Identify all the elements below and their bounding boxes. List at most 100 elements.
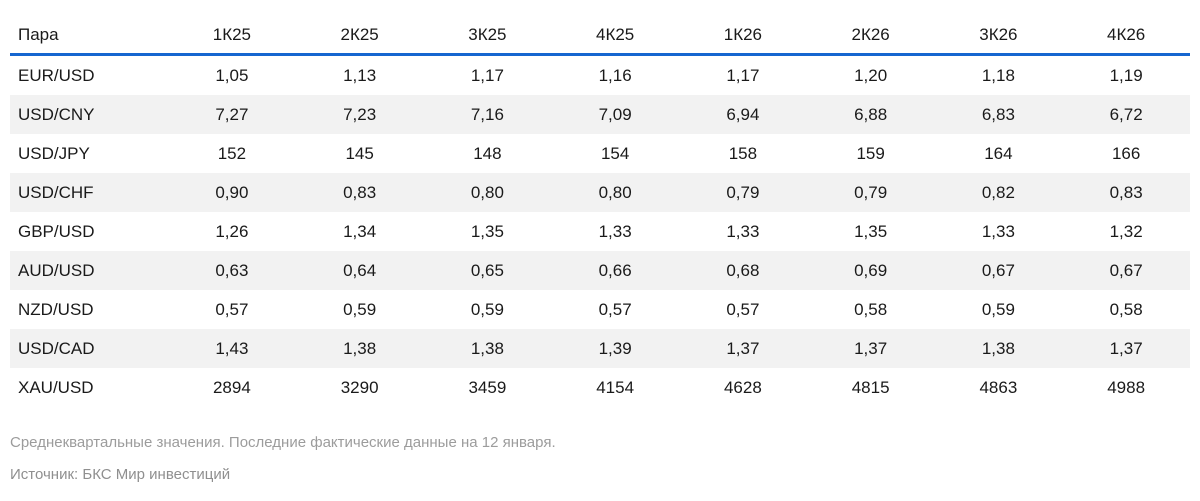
- value-cell: 0,57: [215, 299, 249, 319]
- value-cell: 1,35: [470, 221, 504, 241]
- value-cell: 0,59: [981, 299, 1015, 319]
- value-cell: 0,59: [470, 299, 504, 319]
- value-cell: 0,90: [215, 182, 249, 202]
- value-cell: 0,58: [1109, 299, 1143, 319]
- value-cell: 145: [345, 143, 374, 163]
- column-header-2q26: 2К26: [806, 17, 935, 56]
- table-row-gbpusd: GBP/USD 1,26 1,34 1,35 1,33 1,33 1,35 1,…: [10, 212, 1190, 251]
- value-cell: 1,17: [470, 65, 504, 85]
- value-cell: 7,09: [598, 104, 632, 124]
- value-cell: 1,39: [598, 338, 632, 358]
- table-row-usdcad: USD/CAD 1,43 1,38 1,38 1,39 1,37 1,37 1,…: [10, 329, 1190, 368]
- value-cell: 1,05: [215, 65, 249, 85]
- value-cell: 0,79: [854, 182, 888, 202]
- column-header-1q25: 1К25: [168, 17, 296, 56]
- value-cell: 148: [473, 143, 502, 163]
- table-row-audusd: AUD/USD 0,63 0,64 0,65 0,66 0,68 0,69 0,…: [10, 251, 1190, 290]
- value-cell: 0,83: [1109, 182, 1143, 202]
- value-cell: 4815: [851, 377, 890, 397]
- value-cell: 0,68: [726, 260, 760, 280]
- value-cell: 1,26: [215, 221, 249, 241]
- value-cell: 0,57: [598, 299, 632, 319]
- value-cell: 6,88: [854, 104, 888, 124]
- value-cell: 166: [1111, 143, 1141, 163]
- table-row-usdchf: USD/CHF 0,90 0,83 0,80 0,80 0,79 0,79 0,…: [10, 173, 1190, 212]
- table-row-eurusd: EUR/USD 1,05 1,13 1,17 1,16 1,17 1,20 1,…: [10, 55, 1190, 96]
- value-cell: 1,37: [726, 338, 760, 358]
- column-header-4q25: 4К25: [551, 17, 679, 56]
- value-cell: 1,20: [854, 65, 888, 85]
- table-row-usdcny: USD/CNY 7,27 7,23 7,16 7,09 6,94 6,88 6,…: [10, 95, 1190, 134]
- pair-cell: USD/CNY: [18, 104, 95, 124]
- value-cell: 0,65: [470, 260, 504, 280]
- table-row-xauusd: XAU/USD 2894 3290 3459 4154 4628 4815 48…: [10, 368, 1190, 407]
- value-cell: 154: [600, 143, 630, 163]
- pair-cell: USD/CHF: [18, 182, 94, 202]
- column-header-4q26: 4К26: [1062, 17, 1190, 56]
- value-cell: 1,38: [343, 338, 377, 358]
- value-cell: 7,16: [470, 104, 504, 124]
- value-cell: 0,63: [215, 260, 249, 280]
- value-cell: 3459: [468, 377, 507, 397]
- value-cell: 0,80: [598, 182, 632, 202]
- value-cell: 0,69: [854, 260, 888, 280]
- value-cell: 1,34: [343, 221, 377, 241]
- value-cell: 0,67: [1109, 260, 1143, 280]
- value-cell: 0,80: [470, 182, 504, 202]
- value-cell: 1,37: [1109, 338, 1143, 358]
- value-cell: 1,18: [981, 65, 1015, 85]
- column-header-1q26: 1К26: [679, 17, 807, 56]
- value-cell: 0,64: [343, 260, 377, 280]
- value-cell: 4628: [723, 377, 762, 397]
- value-cell: 1,37: [854, 338, 888, 358]
- value-cell: 6,94: [726, 104, 760, 124]
- value-cell: 1,33: [598, 221, 632, 241]
- value-cell: 6,83: [981, 104, 1015, 124]
- pair-cell: EUR/USD: [18, 65, 95, 85]
- table-notes: Среднеквартальные значения. Последние фа…: [0, 407, 1200, 484]
- value-cell: 0,59: [343, 299, 377, 319]
- value-cell: 164: [984, 143, 1013, 163]
- pair-cell: USD/CAD: [18, 338, 95, 358]
- value-cell: 1,17: [726, 65, 760, 85]
- value-cell: 7,23: [343, 104, 377, 124]
- value-cell: 4863: [979, 377, 1018, 397]
- value-cell: 159: [856, 143, 885, 163]
- table-header-row: Пара 1К25 2К25 3К25 4К25 1К26 2К26 3К26 …: [10, 17, 1190, 56]
- source-note: Источник: БКС Мир инвестиций: [10, 466, 231, 483]
- table-row-nzdusd: NZD/USD 0,57 0,59 0,59 0,57 0,57 0,58 0,…: [10, 290, 1190, 329]
- pair-cell: GBP/USD: [18, 221, 95, 241]
- value-cell: 6,72: [1109, 104, 1143, 124]
- column-header-2q25: 2К25: [295, 17, 424, 56]
- value-cell: 0,58: [854, 299, 888, 319]
- value-cell: 1,19: [1109, 65, 1143, 85]
- value-cell: 0,79: [726, 182, 760, 202]
- column-header-3q26: 3К26: [934, 17, 1063, 56]
- value-cell: 4988: [1107, 377, 1146, 397]
- fx-forecast-table: Пара 1К25 2К25 3К25 4К25 1К26 2К26 3К26 …: [10, 17, 1190, 407]
- value-cell: 4154: [596, 377, 635, 397]
- value-cell: 3290: [340, 377, 379, 397]
- value-cell: 1,38: [470, 338, 504, 358]
- value-cell: 0,83: [343, 182, 377, 202]
- pair-cell: NZD/USD: [18, 299, 94, 319]
- pair-cell: XAU/USD: [18, 377, 94, 397]
- value-cell: 2894: [212, 377, 251, 397]
- value-cell: 1,32: [1109, 221, 1143, 241]
- value-cell: 0,67: [981, 260, 1015, 280]
- value-cell: 0,82: [981, 182, 1015, 202]
- footnote: Среднеквартальные значения. Последние фа…: [10, 434, 556, 451]
- value-cell: 158: [728, 143, 758, 163]
- value-cell: 1,16: [598, 65, 632, 85]
- value-cell: 152: [217, 143, 247, 163]
- value-cell: 1,38: [981, 338, 1015, 358]
- value-cell: 1,13: [343, 65, 377, 85]
- value-cell: 0,66: [598, 260, 632, 280]
- value-cell: 1,35: [854, 221, 888, 241]
- value-cell: 1,43: [215, 338, 249, 358]
- table-row-usdjpy: USD/JPY 152 145 148 154 158 159 164 166: [10, 134, 1190, 173]
- value-cell: 7,27: [215, 104, 249, 124]
- value-cell: 0,57: [726, 299, 760, 319]
- value-cell: 1,33: [981, 221, 1015, 241]
